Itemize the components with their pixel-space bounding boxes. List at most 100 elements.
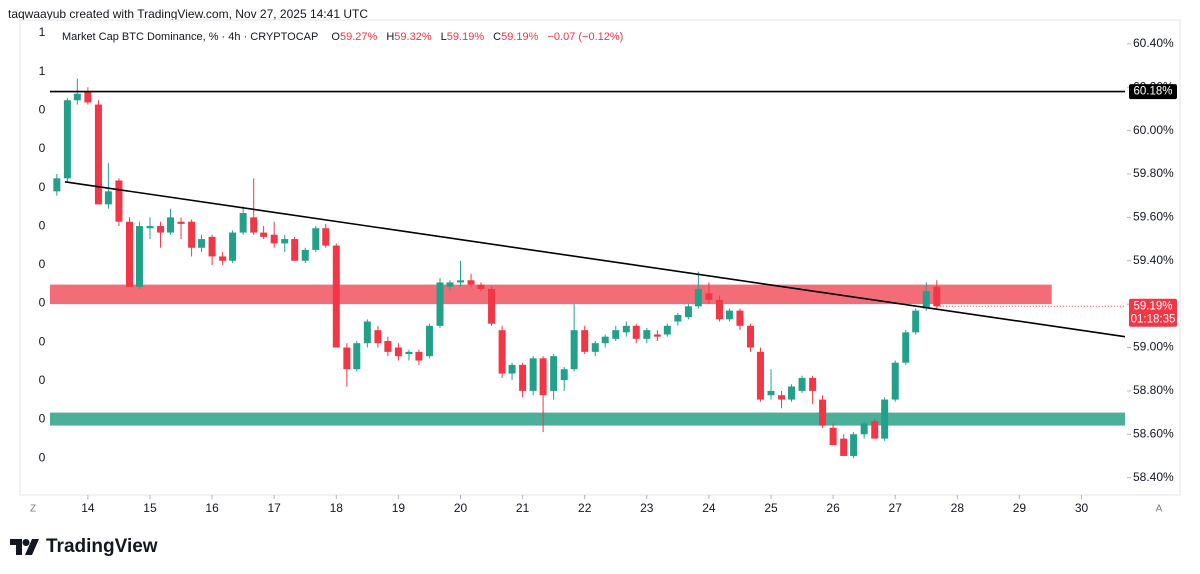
y-tick-label: 58.80% [1133, 383, 1174, 397]
price-tag-countdown: 01:18:35 [1131, 313, 1176, 325]
candle-body [715, 299, 723, 320]
candle-body [570, 330, 578, 370]
legend-key: C [493, 31, 502, 43]
candle-body [166, 217, 174, 233]
candle-body [653, 334, 661, 337]
candle-body [229, 232, 237, 261]
candle-body [384, 341, 392, 352]
candle-body [405, 351, 413, 355]
candle-body [125, 221, 133, 287]
candle-body [508, 364, 516, 374]
candle-body [208, 236, 216, 257]
zone [50, 412, 1125, 426]
candle-body [912, 310, 920, 333]
price-tag [1129, 84, 1177, 100]
candle-body [394, 347, 402, 357]
candle-body [312, 228, 320, 250]
candle-body [809, 377, 817, 391]
candle-body [539, 358, 547, 396]
candle-body [498, 330, 506, 374]
candle-body [146, 226, 154, 229]
left-axis-label: 0 [39, 373, 46, 387]
candle-body [736, 310, 744, 326]
candle-body [177, 221, 185, 224]
candle-body [188, 221, 196, 248]
candle-body [643, 330, 651, 339]
legend-value: 59.27% [339, 31, 378, 43]
y-tick-label: 59.00% [1133, 340, 1174, 354]
candle-body [250, 217, 258, 233]
trend-line [64, 181, 1126, 338]
left-axis-label: 0 [39, 450, 46, 464]
candle-body [529, 358, 537, 391]
candle-body [332, 245, 340, 348]
legend-change: −0.07 (−0.12%) [547, 31, 624, 43]
candle-body [104, 191, 112, 205]
y-tick-label: 58.60% [1133, 426, 1174, 440]
legend-symbol: Market Cap BTC Dominance, % · 4h · CRYPT… [62, 31, 319, 43]
candle-body [819, 399, 827, 426]
x-tick-label: 27 [889, 501, 903, 515]
x-tick-label: 20 [454, 501, 468, 515]
legend-key: O [331, 31, 340, 43]
candle-body [198, 239, 206, 248]
left-axis-label: 1 [39, 64, 46, 78]
candle-body [902, 332, 910, 363]
candle-body [778, 395, 786, 400]
candle-body [891, 362, 899, 400]
candle-body [415, 351, 423, 361]
x-tick-label: 16 [205, 501, 219, 515]
chart: 1 1 0 0 0 0 0 0 0 0 0 0 Z A 58.40% 58.60% 58.80% 59.00% 59… [19, 19, 1181, 515]
x-tick-label: 18 [330, 501, 344, 515]
x-tick-label: 24 [702, 501, 716, 515]
candle-body [425, 325, 433, 357]
candle-body [871, 421, 879, 439]
left-axis-label: 0 [39, 180, 46, 194]
candle-body [115, 180, 123, 222]
x-tick-label: 30 [1075, 501, 1089, 515]
corner-label: Z [30, 504, 36, 515]
candle-body [622, 325, 630, 333]
left-axis-label: 0 [39, 412, 46, 426]
candle-body [477, 284, 485, 289]
x-tick-label: 17 [268, 501, 282, 515]
candle-body [456, 280, 464, 283]
candle-body [756, 351, 764, 400]
y-tick-label: 60.00% [1133, 123, 1174, 137]
candle-body [157, 226, 165, 233]
candle-body [53, 178, 61, 192]
candle-body [850, 434, 858, 456]
candle-body [260, 232, 268, 237]
x-tick-label: 25 [764, 501, 778, 515]
candle-body [219, 256, 227, 261]
left-axis-label: 0 [39, 334, 46, 348]
footer-brand: TradingView [46, 536, 158, 557]
corner-label: A [1156, 504, 1163, 515]
price-tag-label: 60.18% [1133, 86, 1172, 98]
price-tag [1129, 298, 1177, 327]
x-tick-label: 26 [826, 501, 840, 515]
left-axis-label: 0 [39, 141, 46, 155]
candle-body [933, 286, 941, 307]
left-axis-label: 0 [39, 218, 46, 232]
x-tick-label: 28 [951, 501, 965, 515]
candle-body [829, 427, 837, 446]
candle-body [488, 288, 496, 324]
candle-body [663, 325, 671, 335]
candle-body [291, 239, 299, 261]
candle-body [467, 280, 475, 285]
x-tick-label: 14 [81, 501, 95, 515]
x-tick-label: 19 [392, 501, 406, 515]
candle-body [881, 399, 889, 439]
candle-body [601, 336, 609, 344]
candle-body [239, 213, 247, 233]
candle-body [270, 234, 278, 244]
x-tick-label: 29 [1013, 501, 1027, 515]
candle-body [550, 356, 558, 391]
candle-body [94, 104, 102, 205]
logo-icon [10, 539, 39, 555]
y-tick-label: 59.60% [1133, 210, 1174, 224]
legend-value: 59.19% [446, 31, 485, 43]
candle-body [705, 293, 713, 300]
